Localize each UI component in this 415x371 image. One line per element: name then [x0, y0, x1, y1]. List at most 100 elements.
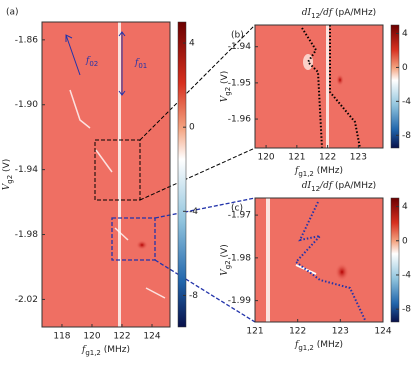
colorbar-tick-label: -8 — [402, 305, 411, 315]
y-axis-label: Vg2 (V) — [2, 159, 15, 190]
colorbar-title-part: dI — [302, 8, 312, 18]
colorbar-tick-label: -4 — [402, 270, 411, 280]
arrow — [118, 31, 126, 96]
connector — [154, 259, 256, 323]
x-axis-label-part: (MHz) — [314, 166, 343, 176]
x-axis-label-part: f — [294, 166, 300, 176]
features — [69, 89, 166, 299]
colorbar-title-part: 12 — [311, 12, 320, 20]
x-tick-label: 120 — [83, 332, 100, 342]
annotation-part: f — [134, 58, 140, 68]
annotation-part: 02 — [89, 60, 98, 68]
trace — [329, 25, 361, 149]
resonance-line — [326, 25, 329, 148]
x-axis-label-part: f — [294, 340, 300, 350]
resonance-line — [118, 22, 121, 327]
x-tick-label: 124 — [374, 327, 391, 337]
colorbar-title-part: 12 — [311, 185, 320, 193]
colorbar-tick-label: 4 — [189, 39, 195, 49]
heatmap-a — [42, 22, 170, 327]
colorbar-title-part: /df — [319, 8, 334, 18]
x-axis-label: fg1,2 (MHz) — [294, 166, 343, 179]
colorbar-tick-label: 4 — [402, 202, 408, 212]
panel-label: (a) — [6, 8, 19, 18]
colorbar-title-part: (pA/MHz) — [332, 8, 376, 18]
x-axis-label-part: (MHz) — [314, 340, 343, 350]
colorbar-tick-label: -4 — [402, 97, 411, 107]
x-tick-label: 124 — [143, 332, 160, 342]
colorbar — [390, 197, 400, 323]
colorbar-tick-label: 0 — [402, 236, 408, 246]
y-tick-label: -1.86 — [15, 35, 39, 45]
feature — [295, 264, 317, 275]
plot-frame — [41, 21, 171, 328]
colorbar-tick-label: 0 — [189, 123, 195, 133]
y-tick-label: -1.98 — [228, 253, 252, 263]
y-tick-label: -1.96 — [228, 115, 252, 125]
y-tick-label: -1.99 — [228, 296, 252, 306]
panel-label: (c) — [231, 204, 243, 214]
y-axis-label: Vg2 (V) — [220, 71, 233, 102]
annotation: f01 — [134, 58, 147, 71]
y-axis-label-part: (V) — [220, 244, 230, 260]
y-tick-label: -1.94 — [15, 165, 39, 175]
y-axis-label: Vg2 (V) — [220, 244, 233, 275]
y-tick-label: -1.97 — [228, 211, 251, 221]
colorbar-tick-label: -8 — [402, 131, 411, 141]
x-axis-label-part: (MHz) — [101, 345, 130, 355]
colorbar-tick-label: 4 — [402, 29, 408, 39]
colorbar-title-part: (pA/MHz) — [332, 181, 376, 191]
x-tick-label: 120 — [257, 153, 274, 163]
trace — [294, 201, 366, 321]
x-axis-label-part: f — [81, 345, 87, 355]
x-tick-label: 121 — [246, 327, 263, 337]
connector — [139, 147, 256, 201]
hotspot — [336, 74, 344, 86]
y-tick-label: -2.02 — [15, 295, 38, 305]
y-tick-label: -1.95 — [228, 78, 251, 88]
y-axis-label-part: V — [220, 268, 230, 276]
colorbar — [177, 21, 187, 328]
panel-label: (b) — [231, 31, 244, 41]
colorbar-title: dI12/df (pA/MHz) — [302, 8, 376, 21]
y-axis-label-part: g2 — [224, 260, 232, 269]
y-axis-label-part: (V) — [220, 71, 230, 87]
x-axis-label-part: g1,2 — [298, 344, 314, 352]
y-tick-label: -1.90 — [15, 100, 39, 110]
y-tick-label: -1.94 — [228, 42, 252, 52]
colorbar-tick-label: -8 — [189, 291, 198, 301]
annotation-part: 01 — [138, 62, 147, 70]
x-tick-label: 122 — [319, 153, 336, 163]
connector — [139, 24, 256, 141]
x-axis-label-part: g1,2 — [85, 349, 101, 357]
connector — [154, 197, 256, 219]
x-tick-label: 121 — [288, 153, 305, 163]
colorbar — [390, 24, 400, 149]
plot-frame — [254, 197, 384, 323]
colorbar-title: dI12/df (pA/MHz) — [302, 181, 376, 194]
x-axis-label: fg1,2 (MHz) — [294, 340, 343, 353]
annotation: f02 — [85, 56, 98, 69]
colorbar-title-part: dI — [302, 181, 312, 191]
y-axis-label-part: V — [2, 182, 12, 190]
zoom-box-b — [94, 139, 141, 201]
x-axis-label: fg1,2 (MHz) — [81, 345, 130, 358]
x-axis-label-part: g1,2 — [298, 170, 314, 178]
plot-frame — [254, 24, 384, 149]
x-tick-label: 123 — [332, 327, 349, 337]
x-tick-label: 118 — [53, 332, 70, 342]
resonance-line — [266, 198, 270, 322]
heatmap-b — [255, 25, 383, 148]
feature — [303, 54, 313, 70]
x-tick-label: 122 — [289, 327, 306, 337]
zoom-box-c — [111, 217, 156, 261]
hotspot — [136, 240, 148, 250]
colorbar-title-part: /df — [319, 181, 334, 191]
x-tick-label: 122 — [113, 332, 130, 342]
colorbar-tick-label: -4 — [189, 207, 198, 217]
y-axis-label-part: g2 — [224, 87, 232, 96]
y-axis-label-part: g2 — [6, 175, 14, 184]
y-axis-label-part: V — [220, 94, 230, 102]
colorbar-tick-label: 0 — [402, 63, 408, 73]
x-tick-label: 123 — [350, 153, 367, 163]
